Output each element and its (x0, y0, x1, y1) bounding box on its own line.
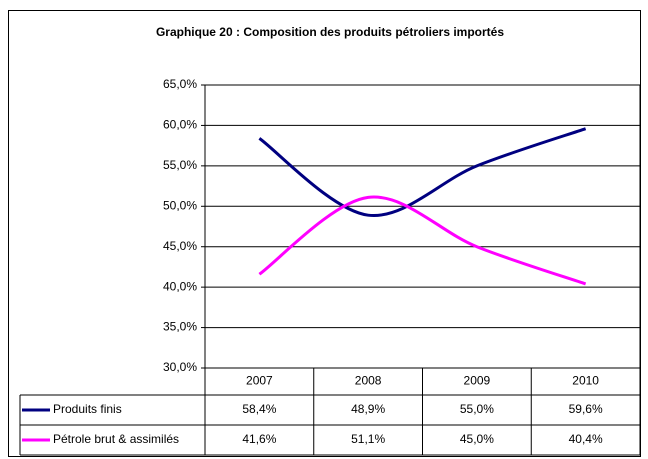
y-tick-label: 30,0% (163, 360, 197, 374)
series-line (258, 127, 587, 217)
table-value: 45,0% (460, 432, 494, 446)
table-value: 59,6% (569, 402, 603, 416)
chart-title: Graphique 20 : Composition des produits … (156, 25, 504, 39)
y-tick-label: 45,0% (163, 239, 197, 253)
x-tick-label: 2010 (572, 374, 599, 388)
y-tick-label: 55,0% (163, 158, 197, 172)
legend-label: Pétrole brut & assimilés (53, 432, 179, 446)
y-tick-label: 65,0% (163, 77, 197, 91)
table-value: 51,1% (351, 432, 385, 446)
x-tick-label: 2008 (355, 374, 382, 388)
legend-label: Produits finis (53, 402, 122, 416)
x-tick-label: 2009 (464, 374, 491, 388)
table-value: 41,6% (242, 432, 276, 446)
chart-frame (8, 10, 641, 457)
series-line (258, 195, 587, 286)
table-value: 55,0% (460, 402, 494, 416)
y-tick-label: 60,0% (163, 118, 197, 132)
y-tick-label: 50,0% (163, 198, 197, 212)
table-value: 48,9% (351, 402, 385, 416)
y-tick-label: 35,0% (163, 320, 197, 334)
y-tick-label: 40,0% (163, 279, 197, 293)
table-value: 58,4% (242, 402, 276, 416)
x-tick-label: 2007 (246, 374, 273, 388)
table-value: 40,4% (569, 432, 603, 446)
